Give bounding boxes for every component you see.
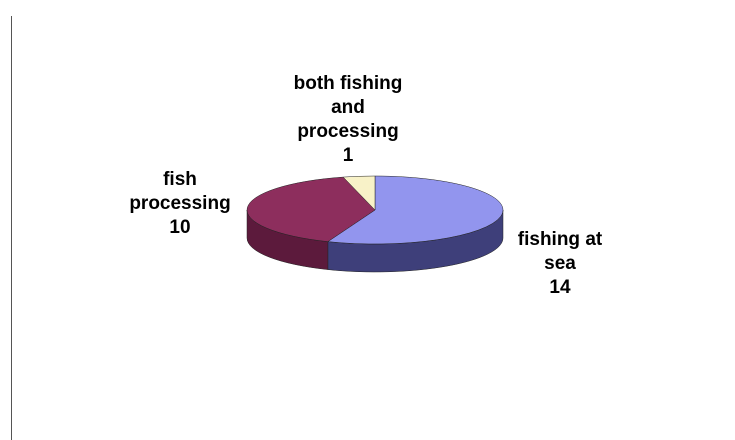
slice-label-line: processing [129,193,231,214]
slice-label-line: fishing at [517,229,603,250]
slice-label-fish-processing: fish processing 10 [110,168,250,240]
slice-label-both-fishing-and-processing: both fishing and processing 1 [273,72,423,168]
slice-label-fishing-at-sea: fishing at sea 14 [510,228,610,300]
slice-value: 14 [549,277,571,298]
pie-slice-fish-processing [246,176,376,242]
slice-value: 1 [342,145,354,166]
frame-border-line [11,16,12,440]
slice-label-line: both fishing [293,73,403,94]
slice-label-line: and [331,97,365,118]
slice-label-line: sea [544,253,576,274]
slice-value: 10 [169,217,191,238]
slice-label-line: processing [297,121,399,142]
pie-slice-both-fishing-and-processing [342,175,376,211]
pie-tops [246,175,504,245]
pie-slice-fishing-at-sea [327,175,504,245]
slice-label-line: fish [163,169,197,190]
